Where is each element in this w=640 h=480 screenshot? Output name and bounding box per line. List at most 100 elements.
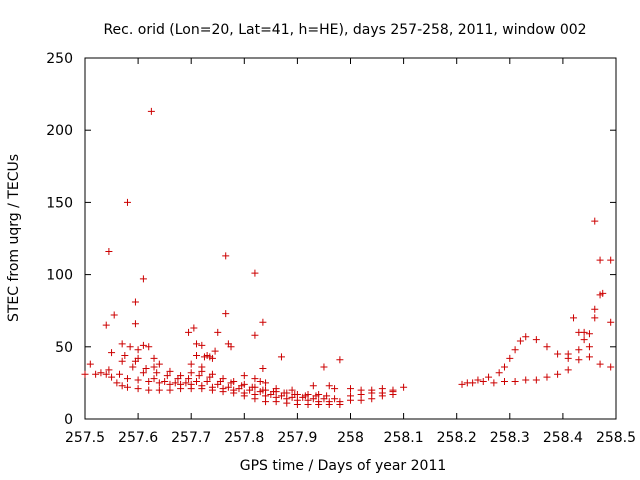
data-point bbox=[116, 370, 124, 378]
data-point bbox=[251, 269, 259, 277]
data-point bbox=[166, 367, 174, 375]
data-point bbox=[570, 314, 578, 322]
data-point bbox=[139, 275, 147, 283]
data-point bbox=[150, 375, 158, 383]
data-point bbox=[585, 343, 593, 351]
data-point bbox=[121, 351, 129, 359]
data-point bbox=[259, 364, 267, 372]
data-point bbox=[134, 385, 142, 393]
data-point bbox=[153, 369, 161, 377]
data-point bbox=[400, 383, 408, 391]
x-tick-label: 258.5 bbox=[596, 430, 636, 446]
data-point bbox=[147, 107, 155, 115]
data-point bbox=[131, 320, 139, 328]
x-tick-label: 257.6 bbox=[118, 430, 158, 446]
data-point bbox=[378, 392, 386, 400]
data-point bbox=[108, 373, 116, 381]
data-point bbox=[259, 318, 267, 326]
data-point bbox=[161, 377, 169, 385]
data-point bbox=[187, 360, 195, 368]
data-point bbox=[516, 337, 524, 345]
data-point bbox=[145, 386, 153, 394]
y-tick-label: 200 bbox=[46, 123, 73, 139]
data-point bbox=[203, 377, 211, 385]
data-point bbox=[554, 350, 562, 358]
data-point bbox=[113, 379, 121, 387]
data-point bbox=[155, 386, 163, 394]
data-point bbox=[163, 372, 171, 380]
data-point bbox=[134, 346, 142, 354]
data-point bbox=[131, 298, 139, 306]
data-point bbox=[490, 379, 498, 387]
data-point bbox=[323, 392, 331, 400]
data-point bbox=[193, 340, 201, 348]
y-tick-label: 150 bbox=[46, 195, 73, 211]
data-point bbox=[211, 347, 219, 355]
data-point bbox=[123, 375, 131, 383]
data-point bbox=[277, 353, 285, 361]
x-tick-label: 258.3 bbox=[490, 430, 530, 446]
data-point bbox=[596, 256, 604, 264]
data-point bbox=[230, 386, 238, 394]
data-point bbox=[145, 377, 153, 385]
data-point bbox=[596, 360, 604, 368]
data-point bbox=[336, 356, 344, 364]
data-point bbox=[368, 395, 376, 403]
data-point bbox=[214, 328, 222, 336]
data-point bbox=[171, 379, 179, 387]
data-point bbox=[312, 392, 320, 400]
data-point bbox=[182, 379, 190, 387]
data-point bbox=[580, 328, 588, 336]
x-tick-label: 258.2 bbox=[437, 430, 477, 446]
data-point bbox=[190, 324, 198, 332]
data-point bbox=[108, 349, 116, 357]
axis-ticks bbox=[84, 57, 617, 420]
x-tick-label: 258 bbox=[337, 430, 364, 446]
data-point bbox=[458, 380, 466, 388]
data-point bbox=[607, 363, 615, 371]
x-tick-label: 257.9 bbox=[277, 430, 317, 446]
x-tick-label: 258.1 bbox=[384, 430, 424, 446]
data-point bbox=[591, 314, 599, 322]
data-point bbox=[150, 354, 158, 362]
data-point bbox=[238, 382, 246, 390]
data-point bbox=[607, 256, 615, 264]
data-point bbox=[86, 360, 94, 368]
data-point bbox=[216, 377, 224, 385]
data-point bbox=[485, 373, 493, 381]
data-point bbox=[347, 396, 354, 404]
data-point bbox=[198, 341, 206, 349]
data-point bbox=[585, 353, 593, 361]
data-point bbox=[224, 383, 232, 391]
data-point bbox=[543, 373, 551, 381]
data-point bbox=[118, 357, 126, 365]
data-point bbox=[193, 351, 201, 359]
y-axis-label: STEC from uqrg / TECUs bbox=[6, 154, 22, 322]
data-point bbox=[564, 350, 572, 358]
data-point bbox=[193, 377, 201, 385]
y-tick-label: 0 bbox=[64, 412, 73, 428]
data-point bbox=[511, 377, 519, 385]
data-point bbox=[240, 389, 248, 397]
y-tick-label: 50 bbox=[55, 340, 73, 356]
data-point bbox=[227, 343, 235, 351]
data-point bbox=[347, 385, 354, 393]
data-point bbox=[219, 385, 227, 393]
data-point bbox=[208, 383, 216, 391]
data-point bbox=[607, 318, 615, 326]
data-point bbox=[591, 305, 599, 313]
data-point bbox=[222, 252, 230, 260]
data-point bbox=[97, 369, 105, 377]
y-tick-label: 250 bbox=[46, 51, 73, 67]
data-point bbox=[139, 341, 147, 349]
data-point bbox=[463, 379, 471, 387]
data-point bbox=[198, 382, 206, 390]
data-point bbox=[585, 330, 593, 338]
data-point bbox=[575, 346, 583, 354]
data-point bbox=[554, 370, 562, 378]
data-point bbox=[532, 336, 540, 344]
data-point bbox=[81, 370, 89, 378]
data-point bbox=[155, 360, 163, 368]
data-point bbox=[301, 392, 309, 400]
